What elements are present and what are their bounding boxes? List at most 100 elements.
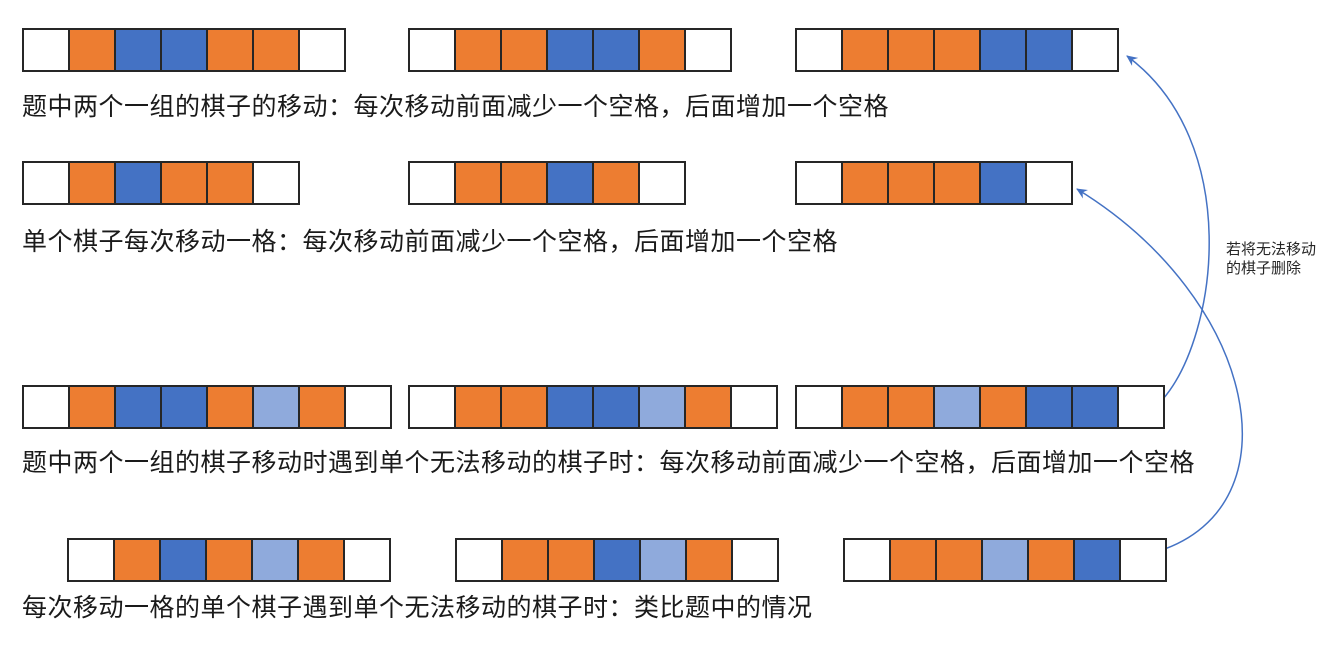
cell-blue bbox=[592, 30, 638, 70]
cell-orange bbox=[454, 387, 500, 427]
cell-orange bbox=[1027, 540, 1073, 580]
cell-white bbox=[731, 540, 777, 580]
cell-orange bbox=[979, 387, 1025, 427]
group-4-strip-2 bbox=[455, 538, 779, 582]
caption-group-1: 题中两个一组的棋子的移动：每次移动前面减少一个空格，后面增加一个空格 bbox=[22, 93, 890, 121]
cell-orange bbox=[547, 540, 593, 580]
group-1-strip-2 bbox=[408, 28, 732, 72]
cell-orange bbox=[252, 30, 298, 70]
cell-white bbox=[410, 163, 454, 203]
cell-light-blue bbox=[981, 540, 1027, 580]
cell-white bbox=[343, 540, 389, 580]
cell-orange bbox=[68, 163, 114, 203]
cell-orange bbox=[205, 540, 251, 580]
cell-orange bbox=[500, 387, 546, 427]
cell-white bbox=[1117, 387, 1163, 427]
cell-blue bbox=[593, 540, 639, 580]
cell-orange bbox=[685, 540, 731, 580]
cell-blue bbox=[1071, 387, 1117, 427]
cell-white bbox=[69, 540, 113, 580]
cell-blue bbox=[546, 387, 592, 427]
caption-group-4: 每次移动一格的单个棋子遇到单个无法移动的棋子时：类比题中的情况 bbox=[22, 594, 813, 622]
cell-white bbox=[1071, 30, 1117, 70]
cell-white bbox=[24, 387, 68, 427]
cell-blue bbox=[160, 387, 206, 427]
cell-white bbox=[410, 30, 454, 70]
cell-blue bbox=[159, 540, 205, 580]
cell-orange bbox=[887, 387, 933, 427]
caption-group-2: 单个棋子每次移动一格：每次移动前面减少一个空格，后面增加一个空格 bbox=[22, 228, 839, 256]
cell-blue bbox=[114, 163, 160, 203]
cell-orange bbox=[841, 387, 887, 427]
cell-orange bbox=[500, 163, 546, 203]
arrow-annotation: 若将无法移动 的棋子删除 bbox=[1226, 240, 1316, 278]
cell-white bbox=[845, 540, 889, 580]
cell-orange bbox=[889, 540, 935, 580]
cell-white bbox=[638, 163, 684, 203]
cell-white bbox=[797, 163, 841, 203]
arrow-group4-to-group2 bbox=[1076, 188, 1244, 552]
cell-orange bbox=[887, 30, 933, 70]
group-3-strip-1 bbox=[22, 385, 392, 429]
cell-blue bbox=[160, 30, 206, 70]
cell-white bbox=[252, 163, 298, 203]
cell-white bbox=[410, 387, 454, 427]
annotation-line-2: 的棋子删除 bbox=[1226, 260, 1302, 277]
group-3-strip-3 bbox=[795, 385, 1165, 429]
group-2-strip-3 bbox=[795, 161, 1073, 205]
cell-light-blue bbox=[251, 540, 297, 580]
cell-orange bbox=[297, 540, 343, 580]
cell-orange bbox=[113, 540, 159, 580]
cell-orange bbox=[206, 30, 252, 70]
caption-group-3: 题中两个一组的棋子移动时遇到单个无法移动的棋子时：每次移动前面减少一个空格，后面… bbox=[22, 449, 1196, 477]
cell-white bbox=[1025, 163, 1071, 203]
cell-light-blue bbox=[639, 540, 685, 580]
cell-white bbox=[457, 540, 501, 580]
cell-orange bbox=[933, 30, 979, 70]
cell-orange bbox=[841, 30, 887, 70]
cell-white bbox=[298, 30, 344, 70]
cell-blue bbox=[979, 30, 1025, 70]
cell-white bbox=[730, 387, 776, 427]
cell-white bbox=[24, 163, 68, 203]
cell-blue bbox=[592, 387, 638, 427]
cell-orange bbox=[454, 163, 500, 203]
arrow-group3-to-group1 bbox=[1126, 55, 1210, 400]
cell-white bbox=[684, 30, 730, 70]
cell-white bbox=[1119, 540, 1165, 580]
cell-orange bbox=[841, 163, 887, 203]
cell-blue bbox=[1073, 540, 1119, 580]
cell-orange bbox=[887, 163, 933, 203]
cell-orange bbox=[68, 387, 114, 427]
group-4-strip-1 bbox=[67, 538, 391, 582]
group-2-strip-1 bbox=[22, 161, 300, 205]
cell-orange bbox=[68, 30, 114, 70]
cell-white bbox=[797, 30, 841, 70]
cell-orange bbox=[206, 387, 252, 427]
cell-white bbox=[797, 387, 841, 427]
cell-blue bbox=[114, 30, 160, 70]
cell-orange bbox=[206, 163, 252, 203]
group-1-strip-1 bbox=[22, 28, 346, 72]
cell-light-blue bbox=[933, 387, 979, 427]
group-2-strip-2 bbox=[408, 161, 686, 205]
cell-orange bbox=[501, 540, 547, 580]
cell-light-blue bbox=[638, 387, 684, 427]
cell-blue bbox=[1025, 30, 1071, 70]
cell-white bbox=[344, 387, 390, 427]
cell-blue bbox=[546, 30, 592, 70]
cell-orange bbox=[454, 30, 500, 70]
cell-light-blue bbox=[252, 387, 298, 427]
cell-blue bbox=[546, 163, 592, 203]
group-1-strip-3 bbox=[795, 28, 1119, 72]
group-4-strip-3 bbox=[843, 538, 1167, 582]
annotation-line-1: 若将无法移动 bbox=[1226, 241, 1317, 258]
cell-orange bbox=[500, 30, 546, 70]
cell-orange bbox=[592, 163, 638, 203]
cell-orange bbox=[638, 30, 684, 70]
cell-orange bbox=[935, 540, 981, 580]
cell-orange bbox=[933, 163, 979, 203]
cell-blue bbox=[114, 387, 160, 427]
cell-orange bbox=[298, 387, 344, 427]
